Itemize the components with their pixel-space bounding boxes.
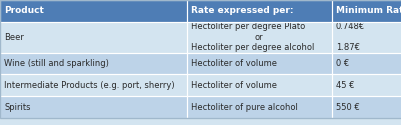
Bar bbox=[0, 22, 186, 52]
Text: Hectoliter per degree alcohol: Hectoliter per degree alcohol bbox=[190, 43, 314, 52]
Bar bbox=[331, 74, 401, 96]
Text: Hectoliter of volume: Hectoliter of volume bbox=[190, 81, 276, 90]
Text: 550 €: 550 € bbox=[335, 103, 358, 112]
Bar bbox=[331, 96, 401, 118]
Text: Intermediate Products (e.g. port, sherry): Intermediate Products (e.g. port, sherry… bbox=[4, 81, 174, 90]
Bar bbox=[186, 52, 331, 74]
Bar bbox=[186, 74, 331, 96]
Text: 0.748€: 0.748€ bbox=[335, 22, 364, 32]
Bar bbox=[0, 0, 186, 22]
Text: Product: Product bbox=[4, 6, 44, 15]
Bar bbox=[0, 74, 186, 96]
Text: Rate expressed per:: Rate expressed per: bbox=[190, 6, 293, 15]
Text: 1.87€: 1.87€ bbox=[335, 43, 359, 52]
Bar bbox=[186, 52, 331, 74]
Text: Beer: Beer bbox=[4, 33, 24, 42]
Bar bbox=[331, 0, 401, 22]
Bar bbox=[0, 96, 186, 118]
Bar bbox=[331, 22, 401, 52]
Bar bbox=[186, 0, 331, 22]
Bar bbox=[186, 0, 331, 22]
Bar bbox=[0, 96, 186, 118]
Text: Hectoliter of volume: Hectoliter of volume bbox=[190, 59, 276, 68]
Text: 45 €: 45 € bbox=[335, 81, 353, 90]
Text: Minimum Rate:: Minimum Rate: bbox=[335, 6, 401, 15]
Bar bbox=[331, 22, 401, 52]
Bar bbox=[0, 52, 186, 74]
Bar bbox=[331, 0, 401, 22]
Bar bbox=[0, 74, 186, 96]
Bar bbox=[0, 0, 186, 22]
Bar bbox=[186, 22, 331, 52]
Bar bbox=[331, 74, 401, 96]
Text: 0 €: 0 € bbox=[335, 59, 348, 68]
Bar bbox=[331, 96, 401, 118]
Text: Wine (still and sparkling): Wine (still and sparkling) bbox=[4, 59, 109, 68]
Text: Hectoliter of pure alcohol: Hectoliter of pure alcohol bbox=[190, 103, 297, 112]
Bar bbox=[186, 74, 331, 96]
Text: Hectoliter per degree Plato: Hectoliter per degree Plato bbox=[190, 22, 304, 32]
Bar bbox=[0, 22, 186, 52]
Text: or: or bbox=[254, 33, 263, 42]
Bar bbox=[186, 22, 331, 52]
Bar bbox=[186, 96, 331, 118]
Bar bbox=[331, 52, 401, 74]
Text: Spirits: Spirits bbox=[4, 103, 30, 112]
Bar bbox=[0, 52, 186, 74]
Bar bbox=[331, 52, 401, 74]
Bar bbox=[186, 96, 331, 118]
